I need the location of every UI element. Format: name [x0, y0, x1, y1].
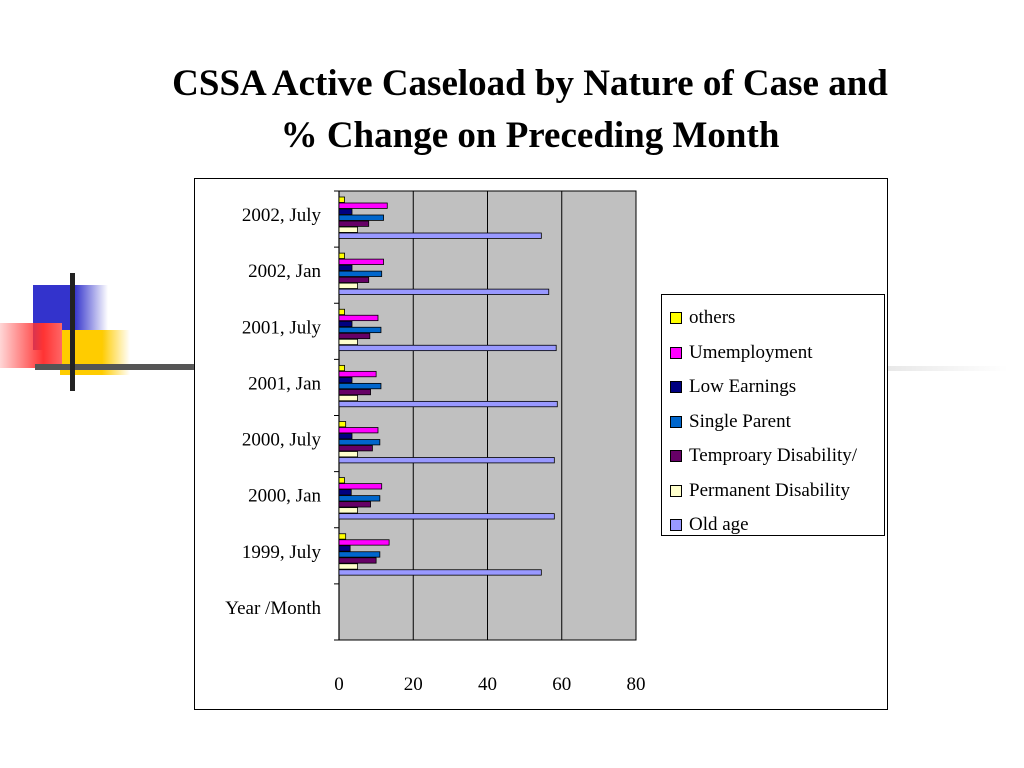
bar-low-earnings: [338, 376, 353, 384]
legend-swatch: [670, 346, 682, 359]
bar-permanent-disability: [338, 507, 358, 514]
bar-old-age: [338, 232, 542, 239]
bar-others: [338, 196, 345, 203]
category-label: 2002, July: [242, 205, 322, 226]
bar-low-earnings: [338, 320, 353, 328]
category-label: 2001, July: [242, 317, 322, 338]
x-tick-label: 0: [334, 674, 344, 695]
legend-label: Old age: [689, 514, 749, 536]
decorative-rule: [888, 366, 1008, 371]
bar-old-age: [338, 569, 542, 576]
bar-others: [338, 308, 345, 316]
bar-single-parent: [338, 214, 384, 221]
category-label: 2000, Jan: [248, 486, 321, 507]
bar-low-earnings: [338, 545, 351, 552]
bar-umemployment: [338, 370, 377, 378]
bar-temproary-disability: [338, 445, 373, 452]
bar-others: [338, 533, 347, 540]
legend-label: Permanent Disability: [689, 479, 850, 501]
bar-single-parent: [338, 326, 382, 334]
bar-low-earnings: [338, 264, 353, 271]
slide-title: CSSA Active Caseload by Nature of Case a…: [60, 58, 1000, 162]
bar-others: [338, 477, 345, 484]
legend-swatch: [670, 450, 682, 463]
bar-low-earnings: [338, 208, 353, 215]
legend-label: Single Parent: [689, 410, 791, 432]
bar-single-parent: [338, 270, 383, 277]
bar-permanent-disability: [338, 563, 358, 570]
x-tick-label: 80: [627, 674, 646, 695]
legend-item: Umemployment: [662, 336, 884, 371]
bar-chart: 2002, July 2002, Jan 2001, July 2001, Jan 20…: [225, 190, 646, 695]
bar-old-age: [338, 457, 555, 464]
bar-temproary-disability: [338, 276, 370, 283]
legend-item: Low Earnings: [662, 370, 884, 405]
legend-label: Temproary Disability/: [689, 445, 858, 467]
bar-old-age: [338, 400, 558, 408]
bar-temproary-disability: [338, 220, 370, 227]
bar-low-earnings: [338, 489, 352, 496]
bar-old-age: [338, 288, 550, 295]
legend-swatch: [670, 484, 682, 497]
category-label: 2002, Jan: [248, 261, 321, 282]
category-label: 1999, July: [242, 542, 322, 563]
bar-permanent-disability: [338, 451, 358, 458]
legend-swatch: [670, 519, 682, 532]
decorative-ornament: [0, 268, 230, 393]
legend-swatch: [670, 381, 682, 394]
bar-umemployment: [338, 427, 379, 434]
bar-umemployment: [338, 258, 384, 265]
legend-swatch: [670, 312, 682, 325]
slide-title-line-1: CSSA Active Caseload by Nature of Case a…: [172, 63, 888, 104]
legend-item: Permanent Disability: [662, 474, 884, 509]
legend-label: Umemployment: [689, 341, 813, 363]
bar-others: [338, 421, 347, 428]
category-label: 2001, Jan: [248, 373, 321, 394]
bar-temproary-disability: [338, 332, 371, 340]
legend-label: others: [689, 307, 736, 329]
bar-temproary-disability: [338, 557, 377, 564]
legend-label: Low Earnings: [689, 376, 797, 398]
bar-old-age: [338, 344, 557, 352]
legend-item: Old age: [662, 508, 884, 543]
bar-umemployment: [338, 483, 383, 490]
bar-temproary-disability: [338, 388, 371, 396]
legend-item: Single Parent: [662, 405, 884, 440]
bar-umemployment: [338, 539, 390, 546]
bar-permanent-disability: [338, 394, 358, 402]
bar-temproary-disability: [338, 501, 371, 508]
bar-others: [338, 252, 345, 259]
legend-item: others: [662, 301, 884, 336]
bar-permanent-disability: [338, 282, 358, 289]
x-tick-label: 20: [404, 674, 423, 695]
legend-item: Temproary Disability/: [662, 439, 884, 474]
bar-umemployment: [338, 202, 388, 209]
x-tick-label: 60: [552, 674, 571, 695]
slide-title-line-2: % Change on Preceding Month: [280, 115, 780, 156]
bar-low-earnings: [338, 433, 353, 440]
chart-legend: others Umemployment Low Earnings Single Par…: [661, 294, 885, 536]
category-label: Year /Month: [225, 598, 321, 619]
bar-permanent-disability: [338, 226, 358, 233]
bar-old-age: [338, 513, 555, 520]
bar-umemployment: [338, 314, 379, 322]
bar-single-parent: [338, 495, 381, 502]
bar-others: [338, 364, 345, 372]
x-tick-label: 40: [478, 674, 497, 695]
bar-single-parent: [338, 439, 381, 446]
legend-swatch: [670, 415, 682, 428]
bar-single-parent: [338, 551, 381, 558]
bar-permanent-disability: [338, 338, 358, 346]
category-label: 2000, July: [242, 430, 322, 451]
bar-single-parent: [338, 382, 382, 390]
